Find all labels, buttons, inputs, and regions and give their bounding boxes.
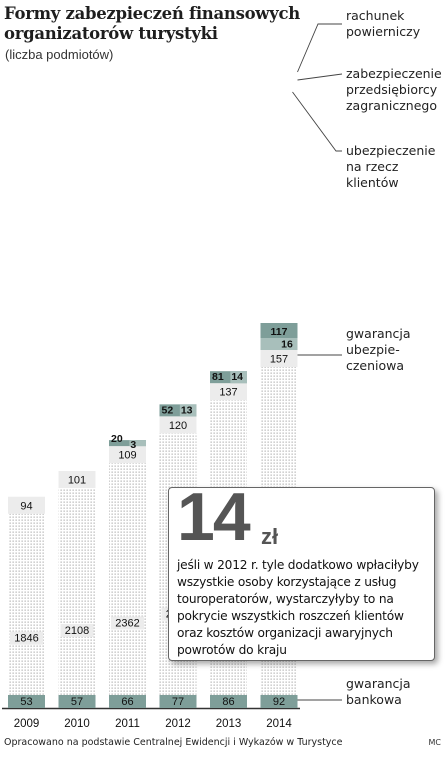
callout-number: 14 [177, 479, 251, 555]
label-bank-guarantee: 77 [172, 696, 184, 708]
x-tick-label: 2011 [115, 718, 140, 730]
chart-title: Formy zabezpieczeń finansowych organizat… [4, 4, 300, 43]
label-bank-guarantee: 53 [20, 696, 32, 708]
legend-label: czeniowa [346, 358, 404, 373]
legend-label: gwarancja [346, 676, 411, 691]
legend-label: gwarancja [346, 326, 411, 341]
callout-text: jeśli w 2012 r. tyle dodatkowo wpłaciłyb… [177, 558, 419, 657]
label-foreign-guarantee: 13 [181, 404, 193, 416]
label-insurance-guarantee: 2362 [115, 617, 139, 629]
callout-unit: zł [261, 524, 279, 549]
bar-trust-account [109, 440, 146, 447]
bar-bank-guarantee [260, 695, 298, 708]
bar-client-insurance [58, 471, 96, 489]
bar-client-insurance [159, 416, 197, 434]
label-foreign-guarantee: 16 [281, 339, 293, 351]
author-credit: MC [428, 738, 442, 747]
bar-bank-guarantee [210, 695, 247, 708]
legend-label: rachunek [346, 8, 405, 23]
bar-bank-guarantee [58, 695, 96, 708]
label-insurance-guarantee: 2108 [65, 625, 89, 637]
label-bank-guarantee: 66 [121, 696, 133, 708]
label-trust-account: 81 [212, 371, 224, 383]
legend-label: zabezpieczenie [346, 66, 442, 81]
legend-label: ubezpieczenie [346, 143, 436, 158]
bar-insurance-guarantee [8, 513, 45, 695]
label-bg-insurance-guarantee [60, 623, 94, 637]
legend-label: bankowa [346, 692, 402, 707]
label-client-insurance: 109 [118, 450, 136, 462]
label-insurance-guarantee: 1846 [14, 633, 38, 645]
label-bank-guarantee: 86 [222, 696, 234, 708]
bar-client-insurance [109, 446, 146, 464]
label-client-insurance: 120 [169, 420, 187, 432]
label-bg-insurance-guarantee [111, 616, 144, 630]
bar-foreign-guarantee [260, 338, 298, 350]
label-foreign-guarantee: 3 [130, 439, 136, 451]
label-client-insurance: 137 [219, 387, 237, 399]
x-tick-label: 2012 [165, 718, 191, 730]
bar-bank-guarantee [159, 695, 197, 708]
legend-label: zagranicznego [346, 98, 437, 113]
bar-bank-guarantee [109, 695, 146, 708]
bar-bank-guarantee [8, 695, 45, 708]
label-trust-account: 20 [111, 433, 123, 445]
x-tick-label: 2009 [14, 718, 40, 730]
x-tick-label: 2014 [266, 718, 292, 730]
label-client-insurance: 101 [68, 475, 86, 487]
label-bank-guarantee: 57 [71, 696, 83, 708]
info-callout: 14 zł jeśli w 2012 r. tyle dodatkowo wpł… [168, 479, 435, 661]
legend-leader-line [297, 73, 343, 81]
bar-client-insurance [210, 383, 247, 401]
legend-leader-line [297, 23, 342, 73]
legend-label: klientów [346, 175, 399, 190]
label-client-insurance: 157 [270, 354, 288, 366]
legend-label: powierniczy [346, 24, 421, 39]
source-note: Opracowano na podstawie Centralnej Ewide… [4, 737, 343, 748]
x-tick-label: 2013 [216, 718, 242, 730]
bar-client-insurance [260, 350, 298, 367]
bar-trust-account [260, 323, 298, 338]
x-tick-label: 2010 [64, 718, 90, 730]
legend-label: przedsiębiorcy [346, 82, 438, 97]
legend-leader-line [292, 91, 342, 152]
chart-subtitle: (liczba podmiotów) [5, 47, 114, 62]
label-trust-account: 52 [162, 404, 174, 416]
bar-foreign-guarantee [230, 371, 247, 384]
label-bg-insurance-guarantee [10, 631, 43, 645]
legend-label: ubezpie- [346, 342, 400, 357]
label-foreign-guarantee: 14 [231, 371, 243, 383]
bar-insurance-guarantee [109, 463, 146, 695]
bar-foreign-guarantee [129, 440, 146, 447]
label-trust-account: 117 [271, 326, 288, 338]
label-bank-guarantee: 92 [273, 696, 285, 708]
bar-foreign-guarantee [179, 404, 197, 417]
bar-client-insurance [8, 496, 45, 514]
legend-label: na rzecz [346, 159, 399, 174]
label-client-insurance: 94 [20, 500, 32, 512]
bar-insurance-guarantee [58, 488, 96, 695]
